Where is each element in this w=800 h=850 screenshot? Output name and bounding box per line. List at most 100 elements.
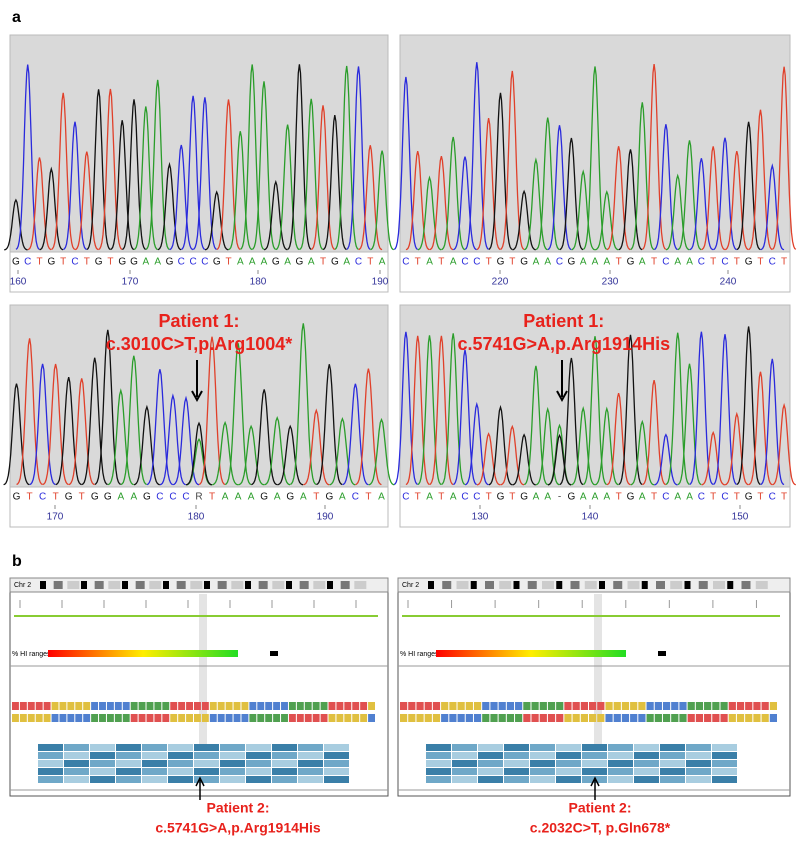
base-call: C — [461, 492, 468, 503]
base-cell — [241, 714, 249, 722]
base-cell — [138, 702, 146, 710]
trace-peak — [594, 406, 619, 486]
base-call: G — [118, 257, 126, 268]
trace-peak — [712, 137, 738, 251]
trace-peak — [204, 190, 229, 251]
codon-cell — [90, 776, 115, 783]
codon-cell — [530, 744, 555, 751]
codon-cell — [686, 776, 711, 783]
base-call: G — [286, 492, 294, 503]
codon-cell — [38, 768, 63, 775]
ideogram-band — [641, 581, 648, 589]
codon-cell — [608, 776, 633, 783]
trace-peak — [299, 98, 324, 251]
base-cell — [506, 702, 515, 710]
codon-cell — [426, 744, 451, 751]
codon-cell — [452, 744, 477, 751]
base-cell — [613, 702, 621, 710]
base-cell — [654, 714, 662, 722]
base-call: G — [104, 492, 112, 503]
trace-peak — [523, 157, 548, 251]
base-cell — [638, 702, 646, 710]
base-cell — [432, 702, 441, 710]
base-call: A — [544, 257, 551, 268]
base-cell — [490, 714, 498, 722]
base-cell — [761, 714, 769, 722]
trace-peak — [370, 150, 395, 251]
ideogram-band — [163, 581, 169, 589]
codon-cell — [634, 760, 659, 767]
base-cell — [457, 702, 465, 710]
base-cell — [736, 702, 745, 710]
base-call: T — [26, 492, 32, 503]
base-cell — [99, 714, 106, 722]
ideogram-band — [327, 581, 333, 589]
codon-cell — [220, 776, 245, 783]
base-cell — [704, 714, 712, 722]
base-call: C — [71, 257, 78, 268]
codon-cell — [556, 760, 581, 767]
trace-peak — [27, 157, 52, 251]
trace-peak — [368, 417, 395, 486]
trace-peak — [316, 364, 343, 486]
base-call: G — [325, 492, 333, 503]
base-cell — [580, 702, 588, 710]
ideogram-band — [272, 581, 285, 589]
base-cell — [170, 702, 178, 710]
base-cell — [498, 702, 506, 710]
codon-cell — [298, 760, 323, 767]
codon-cell — [64, 776, 89, 783]
base-call: T — [79, 492, 85, 503]
hi-scale — [48, 650, 238, 657]
trace-peak — [547, 433, 572, 486]
base-cell — [646, 702, 654, 710]
codon-cell — [426, 752, 451, 759]
codon-cell — [556, 752, 581, 759]
codon-cell — [712, 760, 737, 767]
base-cell — [400, 702, 408, 710]
ideogram-band — [354, 581, 367, 589]
ideogram-band — [556, 581, 563, 589]
base-cell — [146, 714, 154, 722]
base-cell — [273, 702, 281, 710]
trace-peak — [653, 124, 678, 251]
base-call: G — [331, 257, 339, 268]
codon-cell — [686, 768, 711, 775]
ideogram-band — [67, 581, 80, 589]
trace-peak — [68, 378, 95, 486]
codon-cell — [38, 752, 63, 759]
base-cell — [12, 714, 19, 722]
codon-cell — [582, 752, 607, 759]
trace-peak — [571, 169, 596, 251]
ideogram-band — [176, 581, 186, 589]
chromosome-label: Chr 2 — [402, 582, 419, 589]
codon-cell — [608, 760, 633, 767]
base-cell — [679, 702, 687, 710]
codon-cell — [478, 768, 503, 775]
codon-cell — [452, 760, 477, 767]
codon-cell — [504, 768, 529, 775]
trace-peak — [772, 402, 797, 486]
base-call: A — [426, 257, 433, 268]
trace-peak — [212, 420, 239, 486]
ideogram-band — [428, 581, 434, 589]
base-cell — [249, 714, 257, 722]
trace-peak — [393, 76, 419, 251]
codon-cell — [64, 760, 89, 767]
trace-peak — [488, 404, 513, 486]
codon-cell — [452, 752, 477, 759]
base-cell — [170, 714, 178, 722]
codon-cell — [530, 776, 555, 783]
trace-peak — [181, 95, 206, 251]
codon-cell — [116, 768, 141, 775]
base-cell — [449, 702, 457, 710]
base-call: T — [84, 257, 90, 268]
position-label: 180 — [250, 277, 267, 288]
base-cell — [465, 714, 473, 722]
codon-cell — [504, 752, 529, 759]
ideogram-band — [684, 581, 691, 589]
codon-cell — [246, 744, 271, 751]
base-call: A — [130, 492, 137, 503]
trace-peak — [512, 433, 536, 486]
base-cell — [671, 702, 679, 710]
